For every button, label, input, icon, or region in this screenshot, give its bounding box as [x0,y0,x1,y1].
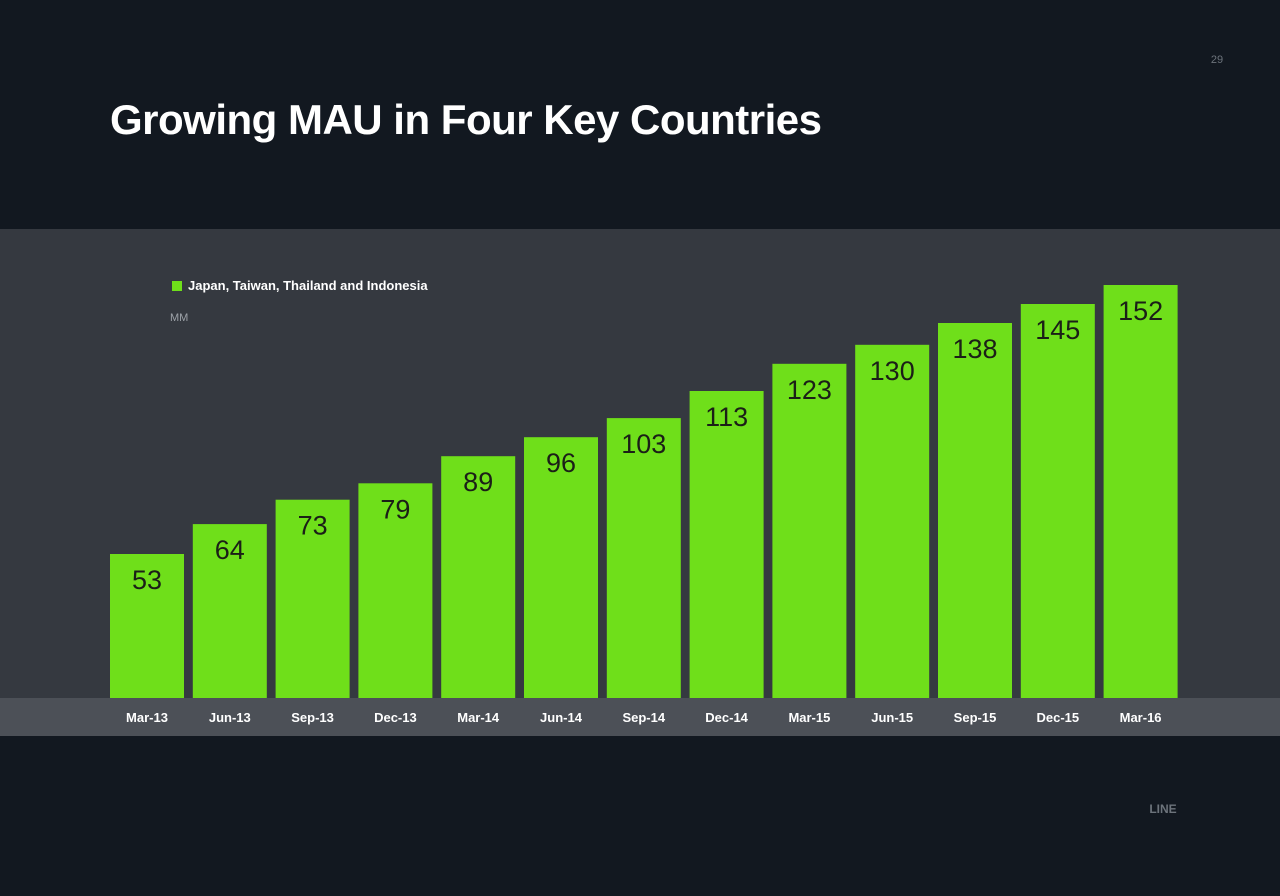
bar-Mar-15 [772,363,847,698]
x-tick-label: Jun-13 [209,710,251,725]
bar-value-label: 103 [621,429,666,459]
bar-value-label: 130 [870,356,915,386]
x-tick-label: Dec-13 [374,710,417,725]
x-tick-label: Mar-14 [457,710,500,725]
bar-Dec-13 [358,483,433,698]
bar-Jun-15 [855,344,930,698]
x-tick-label: Dec-15 [1036,710,1079,725]
x-tick-label: Jun-15 [871,710,913,725]
page-number: 29 [1210,54,1224,66]
brand-logo: LINE [1149,802,1177,816]
x-tick-label: Jun-14 [540,710,583,725]
bar-value-label: 123 [787,375,832,405]
bar-Jun-14 [524,437,598,698]
bar-value-label: 53 [132,565,162,595]
bar-value-label: 79 [380,494,410,524]
bar-value-label: 73 [298,511,328,541]
bar-value-label: 64 [215,535,245,565]
bar-value-label: 113 [705,402,748,432]
bar-value-label: 152 [1118,296,1163,326]
bar-value-label: 89 [463,467,493,497]
legend: Japan, Taiwan, Thailand and Indonesia [172,278,428,293]
bar-Jun-13 [192,524,267,698]
bar-value-label: 145 [1035,315,1080,345]
y-unit-label: MM [170,312,189,324]
bar-value-label: 96 [546,448,576,478]
legend-label: Japan, Taiwan, Thailand and Indonesia [188,278,428,293]
x-tick-label: Dec-14 [705,710,748,725]
x-tick-label: Sep-14 [622,710,665,725]
bar-Dec-15 [1020,304,1095,698]
bar-Mar-13 [110,554,184,698]
x-tick-label: Mar-13 [126,710,168,725]
legend-swatch [172,280,182,291]
bar-value-label: 138 [952,334,997,364]
x-tick-label: Mar-16 [1120,710,1162,725]
x-tick-label: Sep-13 [291,710,334,725]
bar-Dec-14 [689,391,764,698]
bar-Sep-14 [606,418,681,698]
bar-Mar-16 [1103,285,1178,698]
chart-title: Growing MAU in Four Key Countries [110,96,822,143]
x-tick-label: Sep-15 [954,710,997,725]
x-tick-label: Mar-15 [788,710,830,725]
bar-Sep-13 [275,499,350,698]
x-axis-band [0,698,1280,736]
bar-Sep-15 [938,323,1012,698]
bar-Mar-14 [441,456,516,698]
